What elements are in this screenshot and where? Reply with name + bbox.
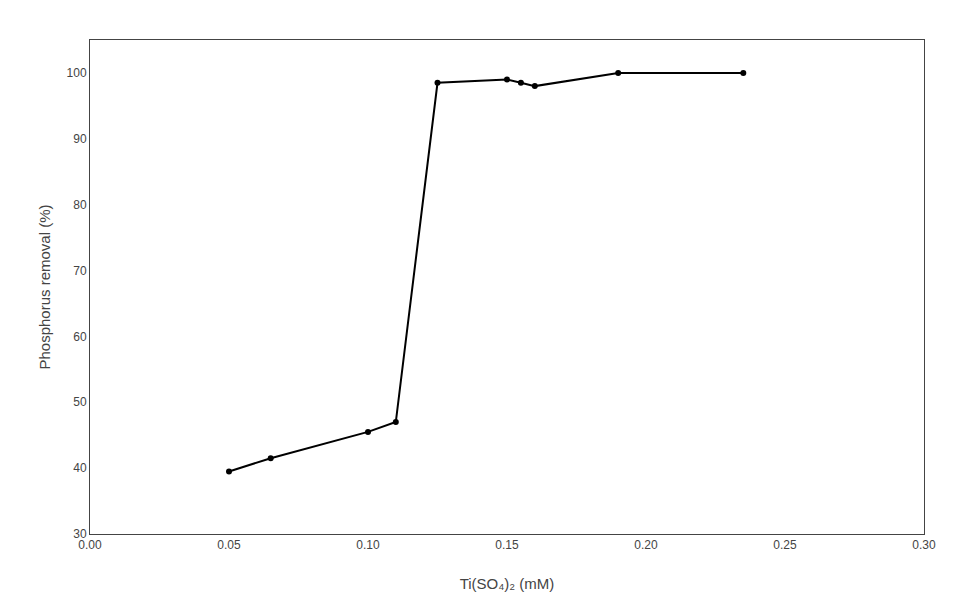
svg-text:0.30: 0.30 bbox=[912, 538, 936, 552]
svg-text:40: 40 bbox=[73, 461, 87, 475]
svg-text:Phosphorus removal (%): Phosphorus removal (%) bbox=[36, 204, 53, 369]
svg-text:50: 50 bbox=[73, 395, 87, 409]
svg-text:0.00: 0.00 bbox=[78, 538, 102, 552]
svg-text:0.10: 0.10 bbox=[356, 538, 380, 552]
svg-text:0.15: 0.15 bbox=[495, 538, 519, 552]
svg-text:0.25: 0.25 bbox=[773, 538, 797, 552]
svg-text:0.20: 0.20 bbox=[634, 538, 658, 552]
svg-text:80: 80 bbox=[73, 198, 87, 212]
svg-text:100: 100 bbox=[67, 66, 87, 80]
svg-text:0.05: 0.05 bbox=[217, 538, 241, 552]
svg-text:90: 90 bbox=[73, 132, 87, 146]
svg-text:70: 70 bbox=[73, 264, 87, 278]
svg-text:Ti(SO₄)₂ (mM): Ti(SO₄)₂ (mM) bbox=[460, 575, 555, 592]
svg-text:60: 60 bbox=[73, 330, 87, 344]
svg-text:30: 30 bbox=[73, 527, 87, 541]
